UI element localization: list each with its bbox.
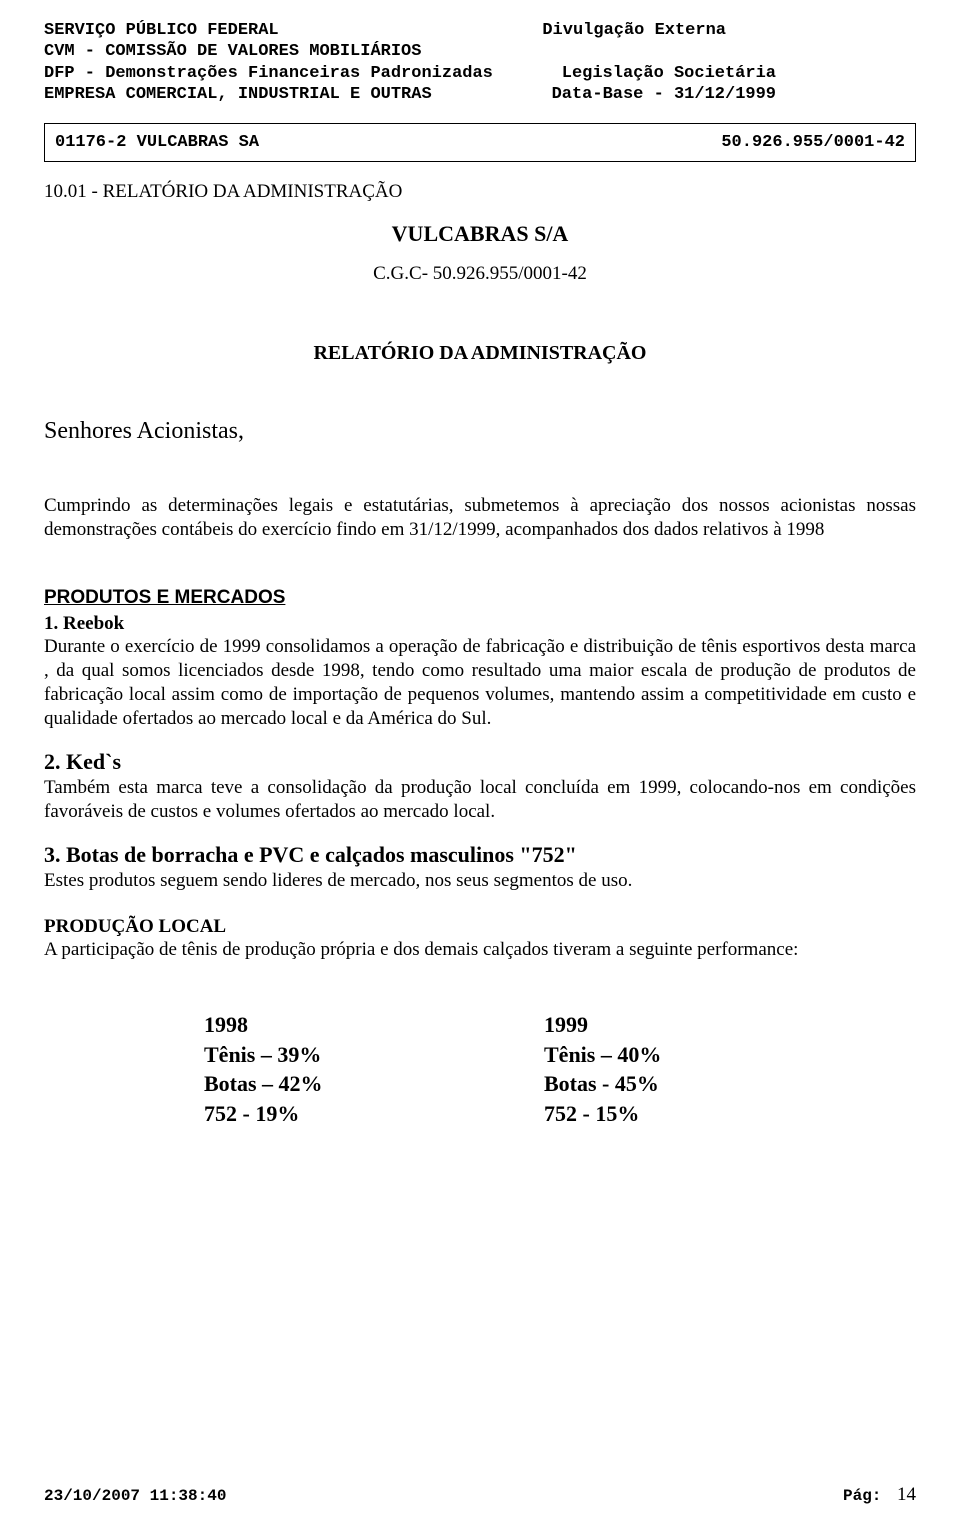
footer-page-label: Pág: 14 [843, 1483, 916, 1507]
footer-page-number: 14 [897, 1484, 916, 1505]
production-columns: 1998 Tênis – 39% Botas – 42% 752 - 19% 1… [44, 1010, 916, 1129]
header-line-3: DFP - Demonstrações Financeiras Padroniz… [44, 63, 916, 84]
header-legislacao: Legislação Societária [562, 63, 916, 84]
header-block: SERVIÇO PÚBLICO FEDERAL Divulgação Exter… [44, 20, 916, 105]
header-line-1: SERVIÇO PÚBLICO FEDERAL Divulgação Exter… [44, 20, 916, 41]
header-empresa: EMPRESA COMERCIAL, INDUSTRIAL E OUTRAS [44, 84, 432, 105]
section-number: 10.01 - RELATÓRIO DA ADMINISTRAÇÃO [44, 180, 916, 204]
produtos-heading: PRODUTOS E MERCADOS [44, 586, 916, 610]
company-code-name: 01176-2 VULCABRAS SA [55, 132, 259, 153]
item-2-head: 2. Ked`s [44, 748, 916, 776]
col2-752: 752 - 15% [544, 1099, 804, 1129]
col1-botas: Botas – 42% [204, 1069, 464, 1099]
col-1998: 1998 Tênis – 39% Botas – 42% 752 - 19% [204, 1010, 464, 1129]
cgc-line: C.G.C- 50.926.955/0001-42 [44, 262, 916, 286]
col1-tenis: Tênis – 39% [204, 1040, 464, 1070]
item-3-head: 3. Botas de borracha e PVC e calçados ma… [44, 841, 916, 869]
col2-year: 1999 [544, 1010, 804, 1040]
col1-752: 752 - 19% [204, 1099, 464, 1129]
company-box: 01176-2 VULCABRAS SA 50.926.955/0001-42 [44, 123, 916, 162]
header-line-4: EMPRESA COMERCIAL, INDUSTRIAL E OUTRAS D… [44, 84, 916, 105]
col-1999: 1999 Tênis – 40% Botas - 45% 752 - 15% [544, 1010, 804, 1129]
footer-timestamp: 23/10/2007 11:38:40 [44, 1486, 226, 1506]
footer: 23/10/2007 11:38:40 Pág: 14 [44, 1483, 916, 1507]
header-divulgacao: Divulgação Externa [542, 20, 916, 41]
item-3-body: Estes produtos seguem sendo lideres de m… [44, 869, 916, 893]
header-dfp: DFP - Demonstrações Financeiras Padroniz… [44, 63, 493, 84]
report-title: RELATÓRIO DA ADMINISTRAÇÃO [44, 341, 916, 366]
item-1-head: 1. Reebok [44, 612, 916, 636]
item-1-body: Durante o exercício de 1999 consolidamos… [44, 635, 916, 730]
company-title: VULCABRAS S/A [44, 220, 916, 248]
header-service: SERVIÇO PÚBLICO FEDERAL [44, 20, 279, 41]
page: SERVIÇO PÚBLICO FEDERAL Divulgação Exter… [0, 0, 960, 1529]
header-database: Data-Base - 31/12/1999 [552, 84, 916, 105]
col2-botas: Botas - 45% [544, 1069, 804, 1099]
footer-pag-text: Pág: [843, 1487, 881, 1505]
producao-local-body: A participação de tênis de produção próp… [44, 938, 916, 962]
col2-tenis: Tênis – 40% [544, 1040, 804, 1070]
item-2-body: Também esta marca teve a consolidação da… [44, 776, 916, 824]
col1-year: 1998 [204, 1010, 464, 1040]
producao-local-head: PRODUÇÃO LOCAL [44, 915, 916, 939]
company-cnpj: 50.926.955/0001-42 [721, 132, 905, 153]
salutation: Senhores Acionistas, [44, 416, 916, 446]
header-cvm: CVM - COMISSÃO DE VALORES MOBILIÁRIOS [44, 41, 916, 62]
intro-paragraph: Cumprindo as determinações legais e esta… [44, 494, 916, 542]
